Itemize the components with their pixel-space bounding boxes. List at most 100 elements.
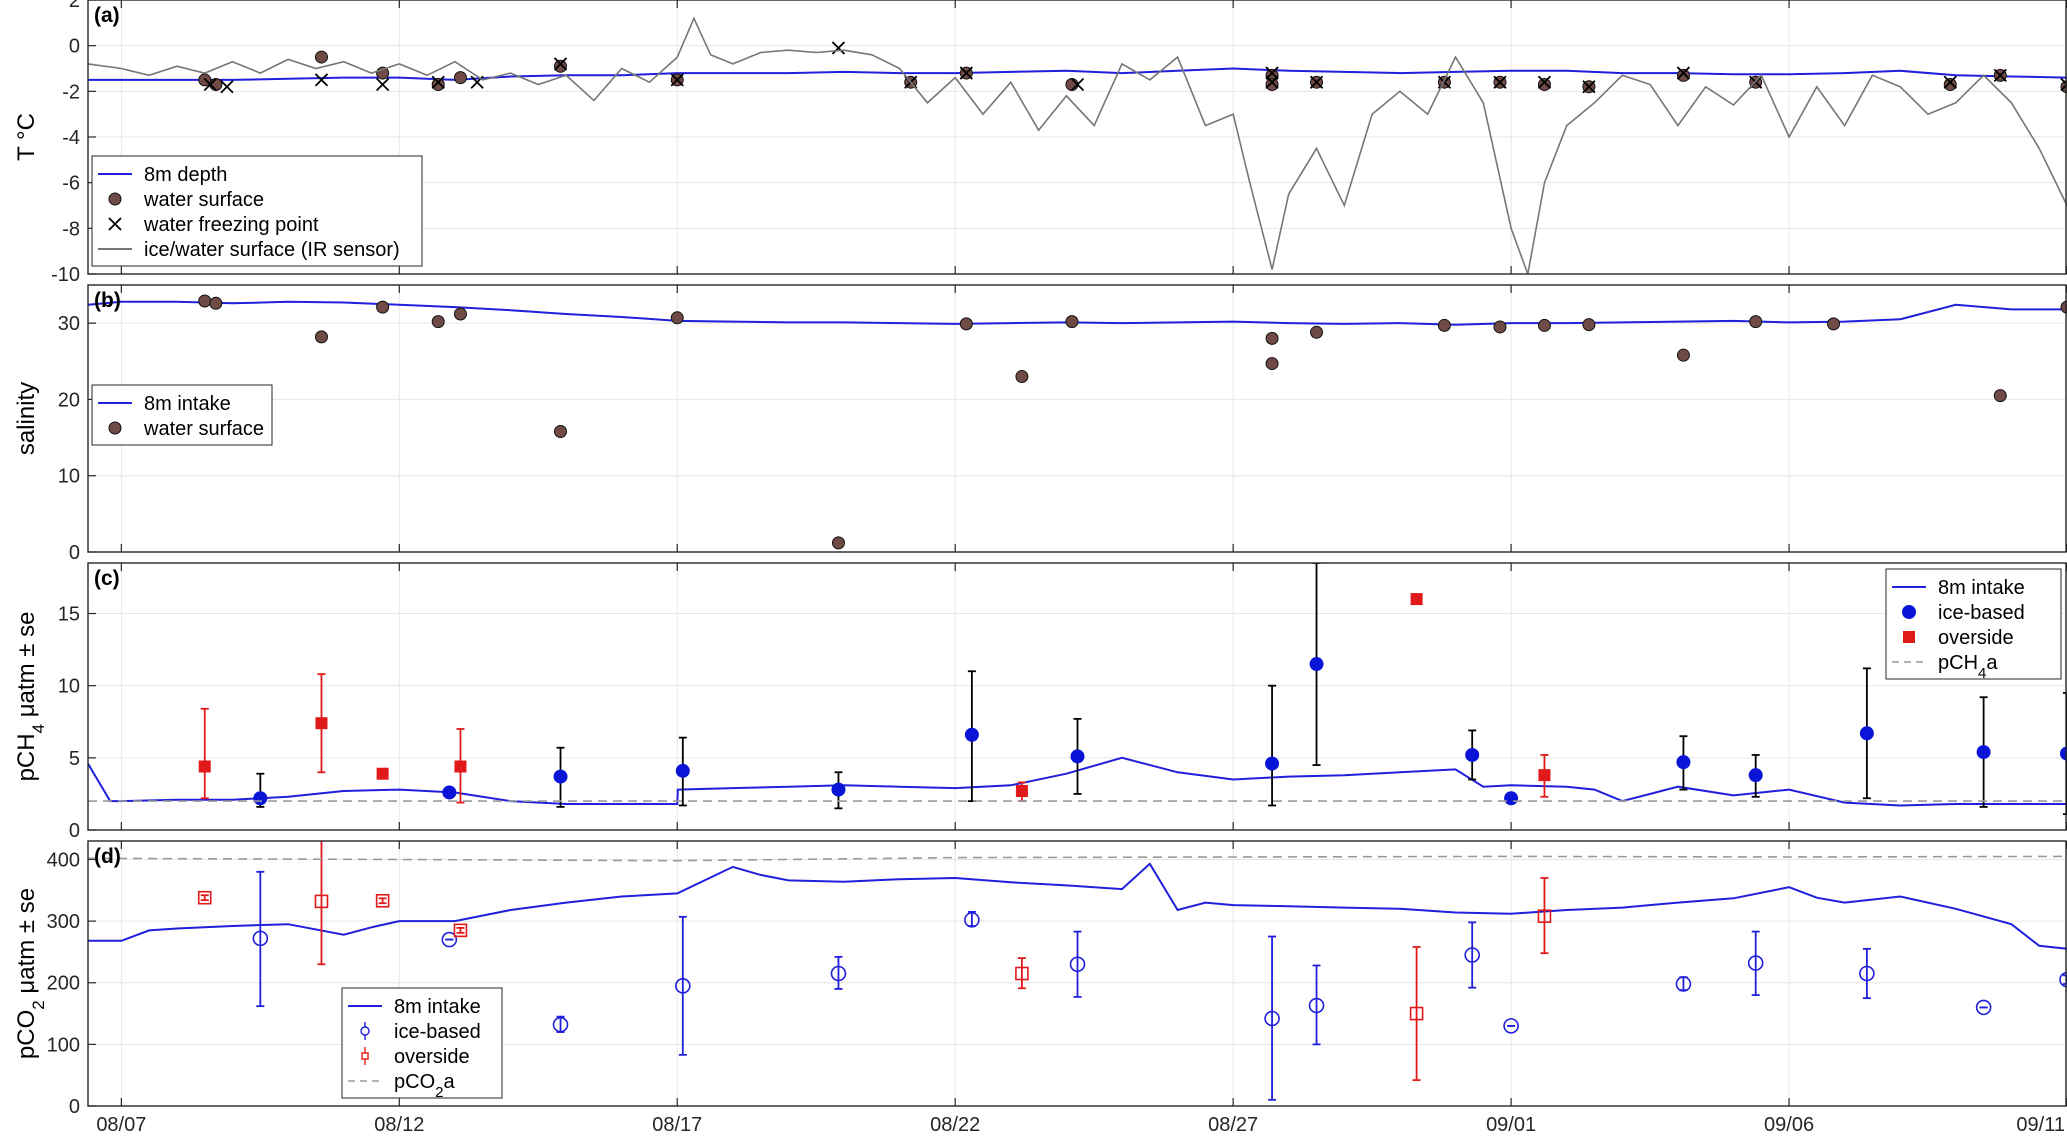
plot-body <box>88 16 2067 274</box>
x-tick-label: 09/06 <box>1764 1114 1814 1136</box>
axes-frame <box>87 284 2067 553</box>
data-cross <box>431 75 445 89</box>
y-tick-label: -6 <box>62 173 80 195</box>
y-tick-label: 0 <box>69 36 80 58</box>
data-point <box>1265 331 1279 345</box>
data-cross <box>1265 75 1279 89</box>
data-point <box>1265 77 1279 91</box>
plot-body <box>88 294 2067 550</box>
data-cross <box>220 80 234 94</box>
y-tick-label: 2 <box>69 0 80 12</box>
y-tick-label: 400 <box>47 849 80 871</box>
data-circle <box>1675 976 1692 992</box>
panel-b: 30 20 10 0 salinity (b) 8m intake water surface <box>13 284 2067 564</box>
data-circle <box>964 912 980 928</box>
data-square <box>1538 769 1551 782</box>
data-point <box>2060 746 2067 761</box>
data-cross <box>203 77 217 92</box>
legend-marker <box>1902 605 1916 619</box>
data-circle <box>441 931 458 948</box>
series-line <box>88 16 2067 274</box>
data-circle <box>1747 955 1764 971</box>
data-cross <box>314 73 329 87</box>
series-line <box>88 67 2067 81</box>
legend-label: 8m intake <box>1938 577 2025 599</box>
panel-label: (b) <box>94 289 121 312</box>
data-circle <box>1975 999 1992 1016</box>
data-cross <box>2060 77 2067 92</box>
data-point <box>1504 791 1519 806</box>
x-tick-label: 08/17 <box>652 1114 702 1136</box>
data-point <box>675 763 690 778</box>
data-point <box>1859 726 1874 741</box>
legend-label: 8m intake <box>144 393 231 415</box>
data-point <box>431 77 445 91</box>
legend: 8m intake water surface <box>91 384 273 446</box>
legend: 8m depth water surface water freezing poin… <box>91 155 423 267</box>
y-tick-label: 100 <box>47 1034 80 1056</box>
y-axis-label: pCO2 μatm ± se <box>13 888 48 1059</box>
y-tick-label: -10 <box>51 264 80 286</box>
data-point <box>554 59 568 73</box>
data-square <box>1015 785 1028 798</box>
data-circle <box>1264 1010 1280 1027</box>
legend-label: water surface <box>143 189 264 211</box>
data-cross <box>1993 68 2007 82</box>
data-cross <box>553 57 568 71</box>
series-line <box>88 862 2067 950</box>
data-point <box>376 300 390 314</box>
data-open-square <box>453 923 468 938</box>
data-circle <box>1069 956 1086 973</box>
data-circle <box>252 930 269 947</box>
data-point <box>198 294 212 308</box>
data-cross <box>1582 80 1596 94</box>
legend-label: water surface <box>143 418 264 440</box>
legend: 8m intake ice-based overside pCO2a <box>341 987 503 1101</box>
data-square <box>315 717 328 730</box>
data-point <box>314 50 328 64</box>
data-point <box>553 769 568 784</box>
data-point <box>1537 77 1551 91</box>
legend-label: 8m intake <box>394 996 481 1018</box>
data-point <box>1993 389 2007 403</box>
data-cross <box>831 41 846 55</box>
data-cross <box>1676 66 1691 80</box>
data-circle <box>1503 1018 1519 1034</box>
data-cross <box>959 66 973 80</box>
y-axis-label: T °C <box>13 113 40 161</box>
data-cross <box>1309 75 1324 89</box>
legend-box <box>91 155 423 267</box>
data-square <box>1410 593 1423 606</box>
data-point <box>554 424 568 438</box>
data-circle <box>1859 965 1875 982</box>
data-point <box>453 307 467 321</box>
data-point <box>1537 318 1551 332</box>
axes-frame <box>87 0 2067 275</box>
y-tick-label: 0 <box>69 542 80 564</box>
data-cross <box>1493 75 1507 89</box>
data-point <box>1749 315 1763 329</box>
data-circle <box>830 965 847 982</box>
data-point <box>1310 325 1324 339</box>
data-point <box>431 315 445 329</box>
panel-a: 2 0 -2 -4 -6 -8 -10 T °C (a) 8m depth water surfac… <box>13 0 2067 286</box>
data-square <box>376 767 389 780</box>
x-tick-label: 08/27 <box>1208 1114 1258 1136</box>
y-tick-label: 0 <box>69 820 80 842</box>
data-point <box>964 727 979 742</box>
data-point <box>209 296 223 310</box>
data-point <box>1065 77 1079 91</box>
data-point <box>1676 68 1690 82</box>
data-cross <box>1437 75 1452 89</box>
data-circle <box>1308 997 1325 1014</box>
series-line <box>88 756 2067 807</box>
data-point <box>1065 315 1079 329</box>
x-tick-label: 09/01 <box>1486 1114 1536 1136</box>
data-point <box>453 71 467 85</box>
legend-label: ice-based <box>1938 602 2025 624</box>
data-point <box>1582 318 1596 332</box>
data-point <box>959 317 973 331</box>
axes-frame <box>87 562 2067 831</box>
data-open-square <box>1015 966 1029 981</box>
y-axis-label: salinity <box>13 382 40 455</box>
